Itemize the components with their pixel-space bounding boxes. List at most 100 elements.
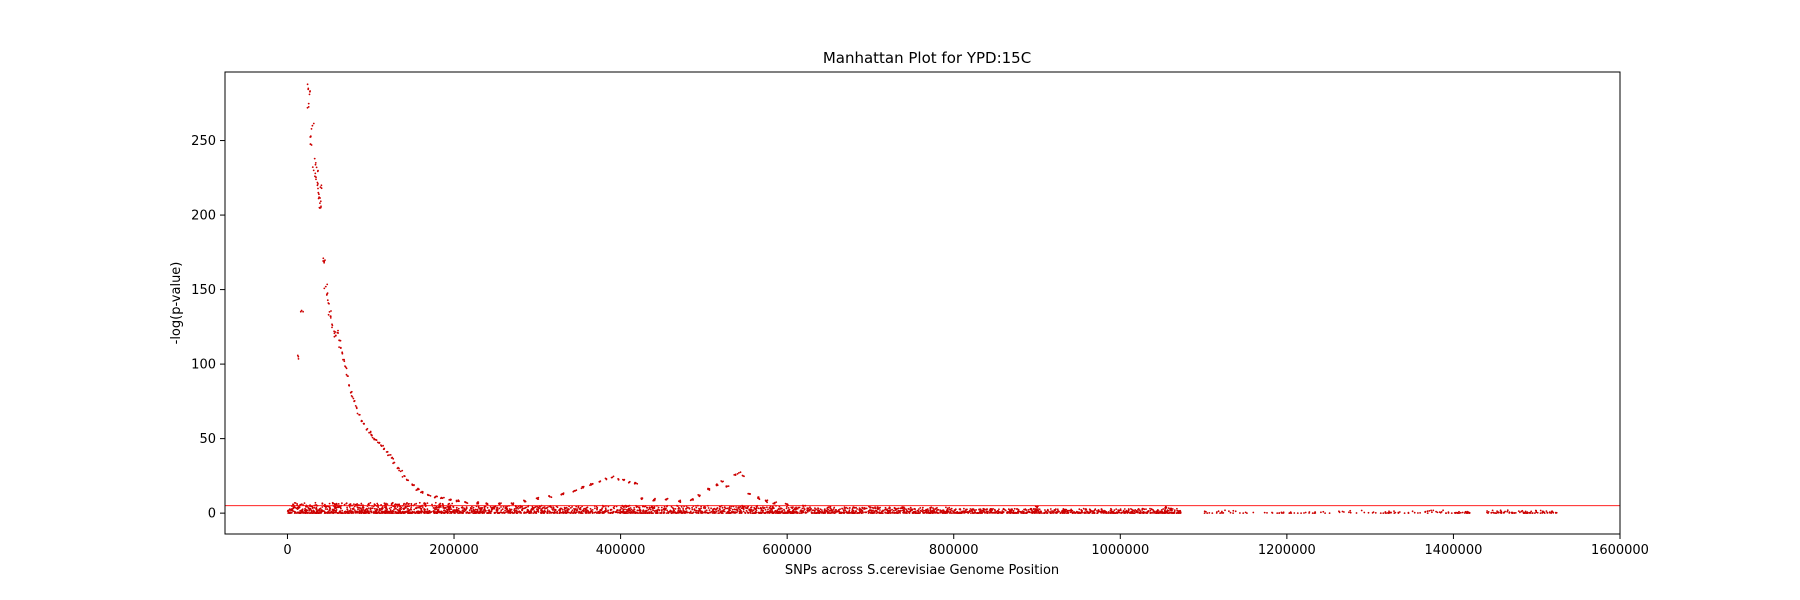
snp-point: [346, 510, 348, 513]
snp-point: [733, 508, 736, 511]
snp-point: [1035, 512, 1037, 514]
snp-point: [474, 510, 477, 513]
snp-point: [1094, 508, 1096, 511]
snp-point: [406, 508, 409, 510]
snp-point: [353, 509, 356, 511]
snp-point: [814, 507, 816, 509]
snp-point: [1143, 512, 1145, 514]
snp-point: [841, 507, 843, 510]
snp-point: [884, 511, 887, 514]
snp-point: [627, 510, 629, 513]
snp-point: [779, 510, 781, 513]
snp-point: [569, 507, 572, 509]
snp-point: [1543, 512, 1546, 514]
snp-point: [1088, 511, 1090, 514]
snp-point: [1093, 512, 1096, 514]
snp-point: [919, 507, 922, 509]
snp-point: [1244, 511, 1247, 514]
snp-point: [370, 507, 372, 510]
snp-point: [954, 508, 957, 511]
snp-point: [561, 508, 564, 511]
snp-point: [896, 512, 899, 514]
snp-point: [1524, 512, 1527, 514]
snp-point: [346, 508, 349, 511]
snp-point: [497, 502, 500, 505]
snp-point: [309, 90, 311, 92]
snp-point: [721, 512, 724, 514]
snp-point: [951, 509, 953, 512]
snp-point: [707, 507, 710, 509]
snp-point: [419, 505, 421, 508]
snp-point: [605, 508, 607, 511]
snp-point: [443, 509, 445, 512]
snp-point: [792, 509, 795, 512]
snp-point: [461, 512, 464, 514]
snp-point: [1311, 512, 1314, 514]
x-tick-label: 1400000: [1424, 543, 1482, 558]
snp-point: [513, 510, 516, 513]
snp-point: [946, 512, 948, 514]
snp-point: [400, 512, 403, 514]
snp-point: [337, 332, 340, 334]
snp-point: [465, 512, 468, 514]
snp-point: [305, 511, 308, 514]
snp-point: [287, 512, 290, 514]
snp-point: [1086, 512, 1088, 514]
snp-point: [1096, 510, 1098, 512]
snp-point: [1113, 512, 1116, 514]
snp-point: [1304, 511, 1307, 514]
snp-point: [538, 507, 541, 510]
snp-point: [762, 511, 764, 514]
snp-point: [856, 512, 859, 514]
snp-point: [470, 507, 473, 510]
snp-point: [314, 501, 317, 504]
snp-point: [719, 508, 721, 511]
snp-point: [1155, 512, 1158, 514]
x-tick-label: 200000: [429, 543, 479, 558]
snp-point: [584, 510, 586, 512]
snp-point: [766, 506, 768, 509]
snp-point: [518, 510, 521, 513]
snp-point: [311, 507, 314, 509]
snp-point: [391, 510, 394, 513]
snp-point: [974, 512, 977, 514]
snp-point: [1426, 510, 1429, 513]
snp-point: [565, 512, 568, 514]
snp-point: [333, 503, 336, 505]
snp-point: [378, 510, 380, 513]
snp-point: [1379, 512, 1382, 514]
snp-point: [785, 512, 787, 514]
snp-point: [716, 507, 719, 509]
snp-point: [354, 405, 357, 407]
snp-point: [1092, 511, 1095, 513]
snp-point: [684, 512, 686, 514]
snp-point: [383, 502, 386, 505]
snp-point: [347, 512, 350, 514]
snp-point: [736, 473, 739, 475]
snp-point: [332, 502, 334, 505]
snp-point: [388, 512, 391, 514]
snp-point: [935, 511, 938, 513]
snp-point: [500, 511, 503, 514]
snp-point: [416, 488, 419, 491]
snp-point: [879, 509, 881, 511]
snp-point: [1122, 509, 1125, 512]
snp-point: [1170, 507, 1173, 510]
snp-point: [361, 511, 363, 514]
snp-point: [391, 456, 394, 459]
snp-point: [695, 509, 698, 512]
snp-point: [1206, 512, 1209, 514]
snp-point: [945, 506, 947, 509]
y-tick-label: 150: [191, 283, 216, 298]
snp-point: [698, 509, 701, 511]
snp-point: [604, 511, 607, 513]
snp-point: [1036, 508, 1038, 511]
y-axis-label: -log(p-value): [169, 262, 184, 345]
snp-point: [329, 506, 331, 508]
snp-point: [744, 511, 746, 514]
snp-point: [520, 512, 523, 514]
snp-point: [452, 509, 455, 511]
snp-point: [320, 184, 323, 187]
snp-point: [643, 510, 645, 513]
